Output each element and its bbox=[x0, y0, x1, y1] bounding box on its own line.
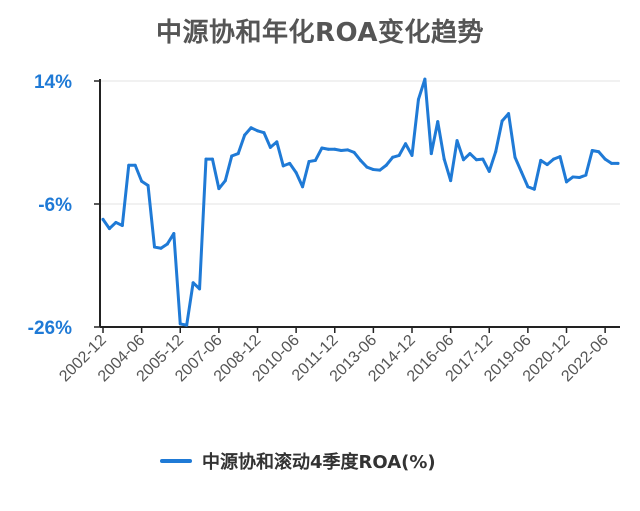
data-point bbox=[223, 179, 227, 183]
data-point bbox=[230, 154, 234, 158]
data-point bbox=[281, 164, 285, 168]
data-point bbox=[545, 163, 549, 167]
data-point bbox=[120, 224, 124, 228]
data-point bbox=[101, 217, 105, 221]
data-point bbox=[346, 148, 350, 152]
series-line bbox=[101, 77, 620, 327]
data-point bbox=[210, 157, 214, 161]
data-point bbox=[365, 165, 369, 169]
legend-swatch bbox=[160, 459, 192, 463]
data-point bbox=[249, 126, 253, 130]
data-point bbox=[191, 281, 195, 285]
data-point bbox=[404, 142, 408, 146]
data-point bbox=[410, 153, 414, 157]
data-point bbox=[288, 161, 292, 165]
data-point bbox=[359, 158, 362, 162]
data-point bbox=[532, 187, 536, 191]
data-point bbox=[565, 180, 568, 184]
data-point bbox=[339, 149, 343, 152]
data-point bbox=[429, 152, 433, 156]
data-point bbox=[513, 155, 517, 159]
data-point bbox=[313, 158, 317, 162]
data-point bbox=[455, 139, 459, 143]
data-point bbox=[153, 245, 156, 249]
data-point bbox=[326, 147, 330, 151]
data-point bbox=[146, 184, 150, 188]
data-point bbox=[217, 187, 221, 191]
data-point bbox=[507, 112, 511, 116]
data-point bbox=[159, 246, 163, 250]
data-point bbox=[294, 171, 298, 175]
data-point bbox=[526, 185, 530, 189]
data-point bbox=[204, 157, 208, 161]
data-point bbox=[610, 161, 614, 165]
data-point bbox=[552, 157, 556, 161]
data-point bbox=[584, 173, 588, 177]
data-point bbox=[449, 179, 453, 183]
data-point bbox=[236, 152, 240, 156]
data-point bbox=[256, 129, 259, 133]
data-point bbox=[352, 150, 356, 154]
data-point bbox=[474, 158, 478, 162]
data-point bbox=[262, 131, 266, 135]
data-point bbox=[107, 227, 111, 231]
data-point bbox=[468, 152, 472, 156]
data-point bbox=[487, 169, 491, 173]
y-tick-label: -6% bbox=[38, 195, 72, 216]
data-point bbox=[519, 170, 523, 174]
data-point bbox=[384, 163, 388, 167]
data-point bbox=[577, 176, 581, 180]
data-point bbox=[481, 157, 485, 161]
data-point bbox=[307, 160, 311, 164]
data-point bbox=[462, 158, 465, 162]
data-point bbox=[597, 150, 601, 154]
data-point bbox=[243, 133, 247, 137]
data-point bbox=[500, 119, 504, 123]
data-point bbox=[539, 158, 543, 162]
data-point bbox=[198, 287, 202, 291]
data-point bbox=[494, 150, 498, 154]
data-point bbox=[275, 140, 279, 144]
data-point bbox=[140, 179, 144, 183]
data-point bbox=[127, 163, 131, 167]
data-point bbox=[423, 77, 427, 81]
data-point bbox=[391, 155, 395, 159]
data-point bbox=[558, 155, 562, 159]
data-point bbox=[571, 175, 575, 179]
data-point bbox=[416, 97, 420, 101]
data-point bbox=[185, 323, 189, 327]
data-point bbox=[165, 242, 169, 246]
data-point bbox=[436, 120, 440, 124]
data-point bbox=[590, 149, 594, 152]
data-point bbox=[616, 161, 620, 165]
data-point bbox=[333, 147, 337, 151]
data-point bbox=[371, 168, 375, 172]
legend-label: 中源协和滚动4季度ROA(%) bbox=[202, 452, 436, 473]
data-point bbox=[301, 185, 305, 189]
data-point bbox=[397, 153, 401, 157]
chart-legend[interactable]: 中源协和滚动4季度ROA(%) bbox=[160, 446, 436, 476]
data-point bbox=[133, 163, 137, 167]
data-point bbox=[114, 220, 118, 224]
data-point bbox=[178, 322, 182, 326]
chart-title: 中源协和年化ROA变化趋势 bbox=[155, 18, 485, 48]
data-point bbox=[603, 157, 607, 161]
data-point bbox=[172, 232, 176, 236]
data-point bbox=[378, 168, 382, 172]
y-tick-label: -26% bbox=[28, 318, 72, 339]
data-point bbox=[442, 157, 446, 161]
y-tick-label: 14% bbox=[34, 72, 72, 93]
data-point bbox=[268, 145, 272, 149]
data-point bbox=[320, 146, 324, 150]
